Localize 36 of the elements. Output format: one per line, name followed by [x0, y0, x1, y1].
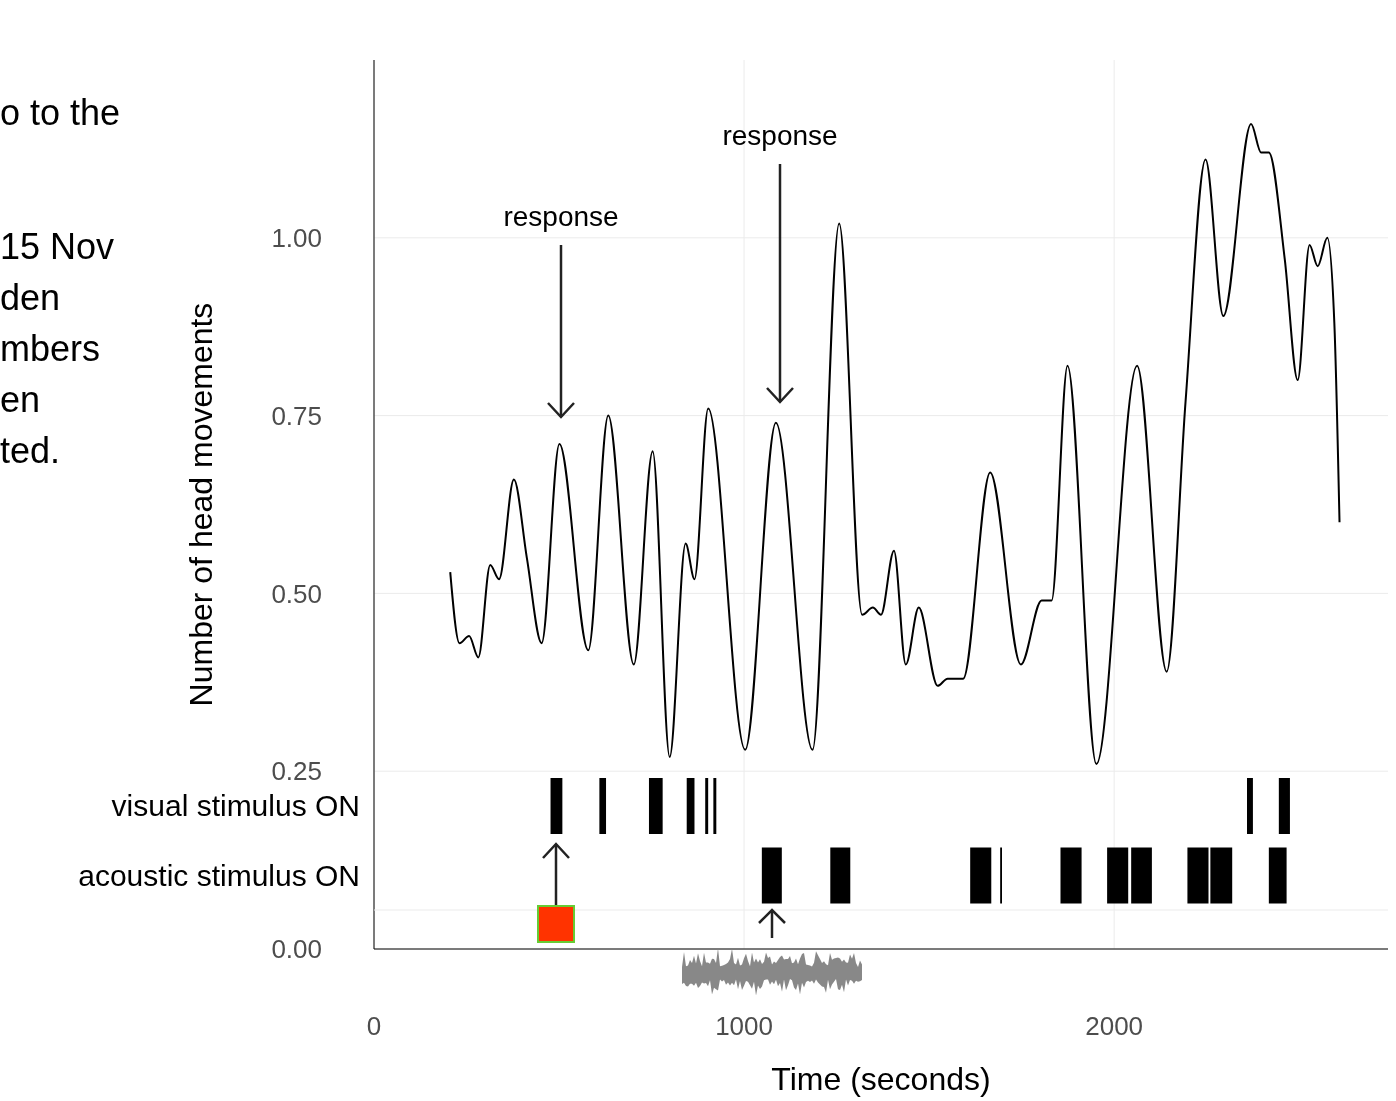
text: en [0, 379, 41, 421]
bar [648, 778, 663, 834]
y-tick-label: visual stimulus ON [111, 789, 360, 823]
bar [1247, 778, 1253, 834]
bar [1107, 847, 1129, 904]
bar [599, 778, 607, 834]
x-tick-label: 2000 [1085, 1011, 1144, 1042]
bar [550, 778, 563, 834]
text: ted. [0, 430, 61, 472]
bar [1268, 847, 1287, 904]
y-tick-label: 1.00 [271, 223, 322, 254]
bar [1278, 778, 1290, 834]
bar [705, 778, 709, 834]
y-tick-label: 0.75 [271, 400, 322, 431]
x-tick-label: 1000 [715, 1011, 773, 1042]
y-tick-label: 0.00 [271, 934, 322, 965]
bar [1131, 847, 1152, 904]
annotation: response [502, 201, 620, 233]
bar [830, 847, 851, 904]
x-tick-label: 0 [366, 1011, 382, 1042]
x-axis-title: Time (seconds) [771, 1061, 991, 1097]
text: o to the [0, 92, 121, 134]
line-series [449, 123, 1341, 766]
bar [686, 778, 695, 834]
bar [1060, 847, 1082, 904]
annotation: response [721, 120, 839, 152]
text: 15 Nov [0, 226, 115, 268]
y-tick-label: 0.50 [271, 578, 322, 609]
text: den [0, 277, 61, 319]
y-tick-label: acoustic stimulus ON [78, 858, 360, 892]
y-axis-title: Number of head movements [183, 302, 220, 707]
bar [761, 847, 782, 904]
bar [970, 847, 992, 904]
bar [713, 778, 717, 834]
y-tick-label: 0.25 [271, 756, 322, 787]
text: mbers [0, 328, 101, 370]
